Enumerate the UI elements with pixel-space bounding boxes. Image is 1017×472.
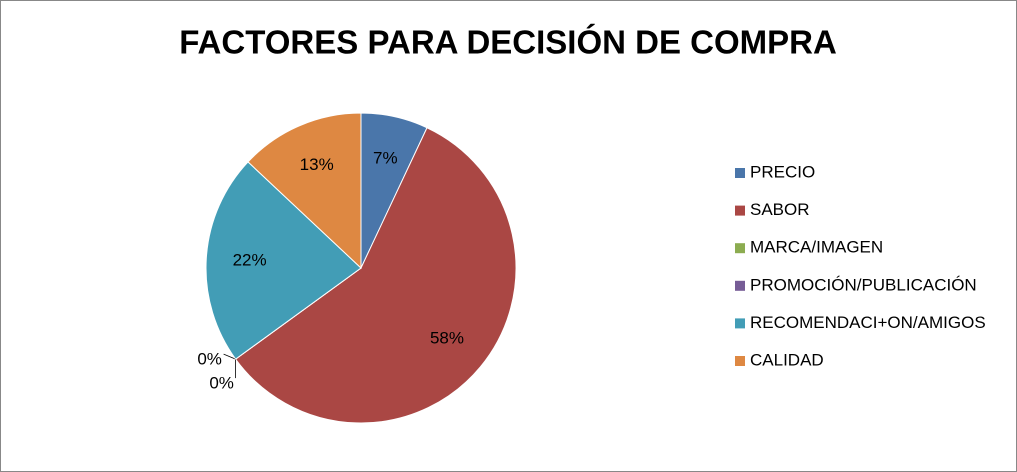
legend-swatch <box>735 356 745 366</box>
pie-slice <box>247 112 362 270</box>
legend-swatch <box>735 168 745 178</box>
legend-label: SABOR <box>750 200 810 219</box>
legend-label: MARCA/IMAGEN <box>750 238 883 257</box>
data-label: 7% <box>373 149 398 168</box>
legend-label: CALIDAD <box>750 350 824 369</box>
chart-title: FACTORES PARA DECISIÓN DE COMPRA <box>179 24 837 61</box>
data-label: 22% <box>233 250 267 269</box>
legend-label: PROMOCIÓN/PUBLICACIÓN <box>750 275 977 294</box>
legend-label: PRECIO <box>750 162 815 181</box>
data-label: 0% <box>197 350 222 369</box>
legend-swatch <box>735 318 745 329</box>
data-label: 58% <box>430 329 464 348</box>
leader-line <box>223 353 236 360</box>
legend-swatch <box>735 205 745 216</box>
data-label: 0% <box>209 374 234 393</box>
pie-slice <box>205 161 362 360</box>
legend-swatch <box>735 280 745 291</box>
pie-slice <box>234 127 517 424</box>
legend-swatch <box>735 243 745 254</box>
legend-label: RECOMENDACI+ON/AMIGOS <box>750 313 986 332</box>
data-label: 13% <box>300 155 334 174</box>
